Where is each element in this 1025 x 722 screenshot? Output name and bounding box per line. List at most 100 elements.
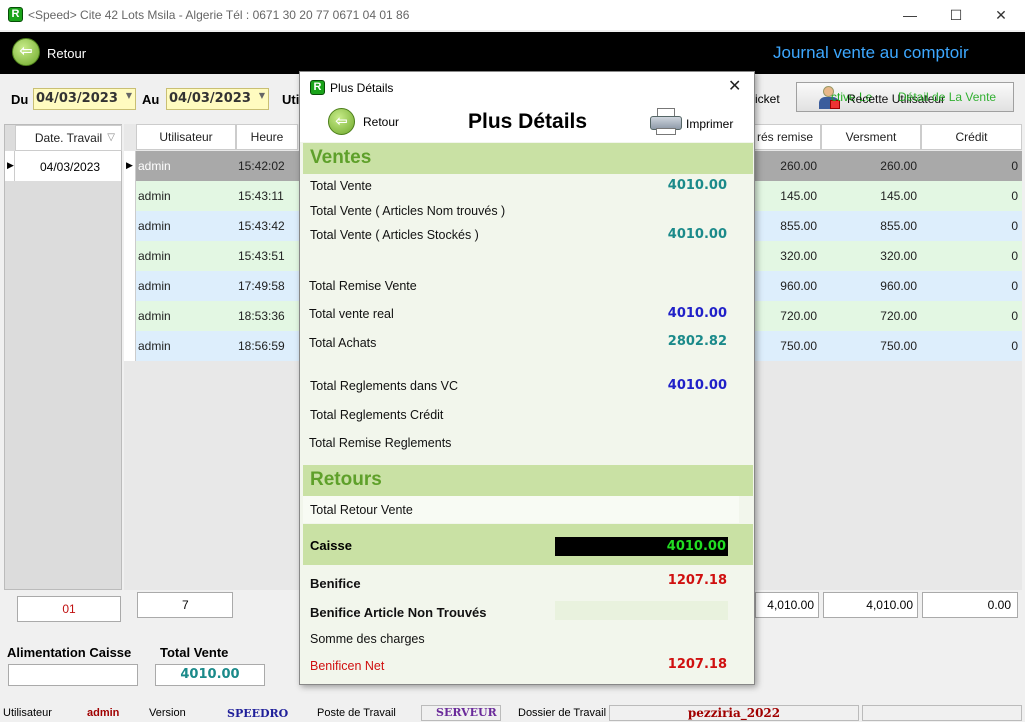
- status-extra-box: [862, 705, 1022, 721]
- charges-label: Somme des charges: [310, 632, 425, 646]
- status-version-value: SPEEDRO: [227, 707, 289, 720]
- cell-remise: 855.00: [780, 219, 817, 233]
- cell-credit: 0: [1011, 189, 1018, 203]
- cell-versment: 750.00: [880, 339, 917, 353]
- col-header-heure[interactable]: Heure: [236, 124, 298, 150]
- page-title: Journal vente au comptoir: [773, 43, 969, 62]
- achats-label: Total Achats: [309, 336, 377, 350]
- cell-remise: 320.00: [780, 249, 817, 263]
- caisse-row: Caisse 4010.00: [303, 524, 753, 565]
- user-icon: [817, 86, 841, 110]
- retour-vente-row: Total Retour Vente: [303, 496, 739, 523]
- cell-time: 15:43:42: [238, 219, 285, 233]
- cell-user: admin: [138, 309, 171, 323]
- date-travail-grid: Date. Travail ▽ ▶ 04/03/2023: [4, 124, 122, 590]
- from-date-value: 04/03/2023: [36, 91, 118, 106]
- window-title: <Speed> Cite 42 Lots Msila - Algerie Tél…: [28, 8, 410, 22]
- cell-time: 18:53:36: [238, 309, 285, 323]
- status-dossier-value: pezziria_2022: [609, 705, 859, 721]
- total-vente-label: Total Vente: [160, 645, 229, 660]
- cell-versment: 320.00: [880, 249, 917, 263]
- recette-utilisateur-button[interactable]: ctive Le Recette Utilisateur Détail de L…: [796, 82, 1014, 112]
- col-header-utilisateur[interactable]: Utilisateur: [136, 124, 236, 150]
- back-arrow-icon: ⇦: [328, 108, 355, 135]
- chevron-down-icon: ▼: [258, 91, 265, 100]
- date-travail-header[interactable]: Date. Travail ▽: [15, 125, 122, 151]
- date-travail-row[interactable]: ▶ 04/03/2023: [5, 151, 121, 181]
- dialog-heading: Plus Détails: [468, 110, 588, 133]
- cell-time: 15:42:02: [238, 159, 285, 173]
- status-dossier-label: Dossier de Travail: [518, 707, 607, 719]
- benifice-net-label: Benificen Net: [310, 659, 385, 673]
- cell-user: admin: [138, 249, 171, 263]
- retour-vente-label: Total Retour Vente: [310, 503, 413, 517]
- total-vente-value: 4010.00: [155, 664, 265, 686]
- col-header-versment[interactable]: Versment: [821, 124, 921, 150]
- cell-remise: 260.00: [780, 159, 817, 173]
- col-header-credit[interactable]: Crédit: [921, 124, 1022, 150]
- cell-versment: 855.00: [880, 219, 917, 233]
- alimentation-caisse-label: Alimentation Caisse: [7, 645, 132, 660]
- alimentation-caisse-input[interactable]: [8, 664, 138, 686]
- dialog-close-button[interactable]: ✕: [728, 78, 742, 95]
- benifice-value: 1207.18: [667, 573, 727, 588]
- cell-remise: 720.00: [780, 309, 817, 323]
- cell-versment: 960.00: [880, 279, 917, 293]
- to-date-value: 04/03/2023: [169, 91, 251, 106]
- cell-credit: 0: [1011, 309, 1018, 323]
- status-version-label: Version: [149, 707, 186, 719]
- back-button[interactable]: ⇦ Retour: [12, 38, 92, 68]
- from-date-picker[interactable]: 04/03/2023 ▼: [33, 88, 136, 110]
- row-pointer-icon: ▶: [126, 160, 133, 170]
- row-pointer-icon: ▶: [7, 160, 14, 170]
- dialog-title: Plus Détails: [330, 81, 394, 95]
- remise-reglements-label: Total Remise Reglements: [309, 436, 452, 450]
- status-poste-label: Poste de Travail: [317, 707, 396, 719]
- footer-credit-total: 0.00: [922, 592, 1018, 618]
- cell-credit: 0: [1011, 249, 1018, 263]
- cell-user: admin: [138, 279, 171, 293]
- vente-real-label: Total vente real: [309, 307, 394, 321]
- vente-real-value: 4010.00: [667, 306, 727, 321]
- back-arrow-icon: ⇦: [12, 38, 40, 66]
- print-button[interactable]: Imprimer: [650, 106, 745, 138]
- col-header-apres-remise[interactable]: rés remise: [749, 124, 821, 150]
- printer-icon: [650, 108, 682, 136]
- status-user-label: Utilisateur: [3, 707, 52, 719]
- stockes-label: Total Vente ( Articles Stockés ): [310, 228, 479, 242]
- cell-user: admin: [138, 339, 171, 353]
- cell-remise: 145.00: [780, 189, 817, 203]
- dialog-back-button[interactable]: ⇦ Retour: [328, 108, 408, 136]
- maximize-button[interactable]: ☐: [949, 7, 963, 23]
- app-logo-icon: R: [8, 7, 23, 22]
- user-filter-label: Uti: [282, 92, 300, 107]
- from-label: Du: [11, 92, 29, 107]
- cell-credit: 0: [1011, 159, 1018, 173]
- to-date-picker[interactable]: 04/03/2023 ▼: [166, 88, 269, 110]
- status-user-value: admin: [87, 707, 120, 719]
- title-bar: R <Speed> Cite 42 Lots Msila - Algerie T…: [0, 0, 1025, 30]
- minimize-button[interactable]: —: [903, 7, 917, 23]
- cell-time: 15:43:11: [238, 189, 284, 203]
- cell-versment: 720.00: [880, 309, 917, 323]
- footer-count: 7: [137, 592, 233, 618]
- status-bar: Utilisateur admin Version SPEEDRO Poste …: [0, 704, 1025, 722]
- cell-time: 17:49:58: [238, 279, 285, 293]
- back-label: Retour: [47, 46, 87, 61]
- cell-versment: 145.00: [880, 189, 917, 203]
- cell-user: admin: [138, 189, 171, 203]
- reglements-credit-label: Total Reglements Crédit: [310, 408, 444, 422]
- stockes-value: 4010.00: [667, 227, 727, 242]
- to-label: Au: [142, 92, 160, 107]
- cell-credit: 0: [1011, 279, 1018, 293]
- close-window-button[interactable]: ✕: [995, 7, 1007, 23]
- cell-user: admin: [138, 219, 171, 233]
- remise-vente-label: Total Remise Vente: [309, 279, 417, 293]
- benifice-net-value: 1207.18: [667, 657, 727, 672]
- total-vente-label: Total Vente: [310, 179, 372, 193]
- retours-section-title: Retours: [303, 465, 753, 496]
- footer-versment-total: 4,010.00: [823, 592, 918, 618]
- print-label: Imprimer: [686, 117, 734, 131]
- caisse-label: Caisse: [310, 538, 352, 553]
